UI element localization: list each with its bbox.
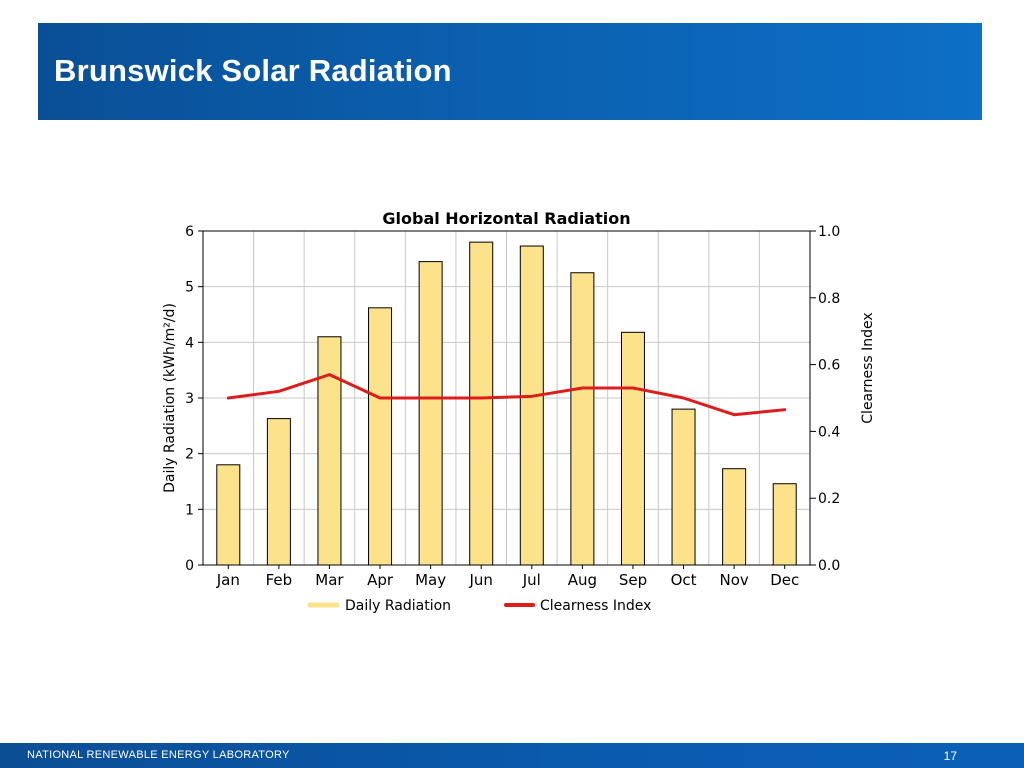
bar-apr bbox=[368, 307, 393, 566]
x-axis-tick-label: Sep bbox=[619, 571, 647, 589]
right-axis-tick-label: 0.0 bbox=[818, 558, 840, 574]
x-axis-tick-label: Jun bbox=[468, 571, 492, 589]
bar-may bbox=[418, 261, 443, 566]
page-number: 17 bbox=[943, 749, 957, 763]
bar-aug bbox=[570, 272, 595, 566]
right-axis-label: Clearness Index bbox=[860, 312, 876, 423]
x-axis-tick-label: Mar bbox=[315, 571, 344, 589]
x-axis-tick-label: Jan bbox=[216, 571, 240, 589]
legend-label-daily-radiation: Daily Radiation bbox=[345, 598, 451, 614]
chart: 0 1 2 3 4 5 6 0.0 0.2 0.4 0.6 0.8 1.0 Jan Feb Mar Apr May… bbox=[150, 200, 890, 625]
left-axis-tick-label: 0 bbox=[185, 558, 194, 574]
chart-title: Global Horizontal Radiation bbox=[382, 209, 630, 228]
title-bar: Brunswick Solar Radiation bbox=[38, 23, 982, 120]
x-axis-tick-label: Aug bbox=[568, 571, 597, 589]
left-axis-tick-label: 5 bbox=[185, 280, 194, 296]
footer-bar: NATIONAL RENEWABLE ENERGY LABORATORY 17 bbox=[0, 743, 1024, 768]
bar-jan bbox=[216, 464, 241, 566]
x-axis-tick-label: Jul bbox=[522, 571, 541, 589]
right-axis-tick-label: 0.6 bbox=[818, 358, 840, 374]
left-axis-tick-label: 2 bbox=[185, 447, 194, 463]
right-axis-tick-label: 0.2 bbox=[818, 491, 840, 507]
clearness-index-line bbox=[226, 373, 787, 417]
bar-nov bbox=[722, 468, 747, 566]
bar-feb bbox=[266, 418, 291, 566]
right-axis-tick-label: 0.4 bbox=[818, 424, 840, 440]
footer-label: NATIONAL RENEWABLE ENERGY LABORATORY bbox=[27, 749, 290, 761]
bar-oct bbox=[671, 408, 696, 566]
x-axis-tick-label: Dec bbox=[770, 571, 799, 589]
right-axis-tick-label: 0.8 bbox=[818, 291, 840, 307]
x-axis-tick-label: Oct bbox=[671, 571, 697, 589]
left-axis-tick-label: 4 bbox=[185, 335, 194, 351]
right-axis-tick-label: 1.0 bbox=[818, 224, 840, 240]
x-axis-tick-label: Apr bbox=[367, 571, 394, 589]
x-axis-tick-label: Nov bbox=[719, 571, 748, 589]
legend-label-clearness-index: Clearness Index bbox=[540, 598, 651, 614]
chart-svg: 0 1 2 3 4 5 6 0.0 0.2 0.4 0.6 0.8 1.0 Jan Feb Mar Apr May… bbox=[162, 209, 876, 614]
left-axis-label: Daily Radiation (kWh/m²/d) bbox=[162, 303, 178, 493]
bar-jul bbox=[519, 245, 544, 566]
x-axis-tick-label: May bbox=[415, 571, 446, 589]
left-axis-tick-label: 1 bbox=[185, 502, 194, 518]
bar-dec bbox=[772, 483, 797, 566]
left-axis-tick-label: 3 bbox=[185, 391, 194, 407]
slide-title: Brunswick Solar Radiation bbox=[54, 53, 452, 88]
x-axis-tick-label: Feb bbox=[266, 571, 293, 589]
bar-mar bbox=[317, 336, 342, 566]
left-axis-tick-label: 6 bbox=[185, 224, 194, 240]
bar-jun bbox=[469, 241, 494, 566]
bar-sep bbox=[620, 331, 645, 566]
